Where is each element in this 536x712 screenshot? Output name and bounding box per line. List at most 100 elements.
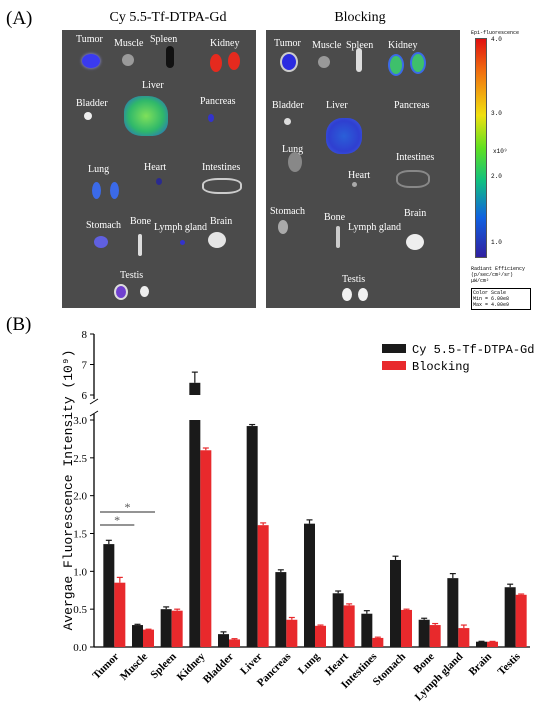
lung-signal-2 (110, 182, 119, 199)
organ-label: Heart (144, 162, 167, 173)
bar-blocking (286, 619, 298, 647)
lung-tissue (288, 152, 302, 172)
brain-tissue (406, 234, 424, 250)
panel-a-label: (A) (6, 8, 33, 29)
bar-cy-5-5-tf-dtpa-gd (218, 634, 229, 647)
bar-blocking (171, 610, 183, 647)
organ-label: Liver (142, 80, 164, 91)
bar-blocking (257, 525, 269, 647)
y-axis-label: Avergae Fluorescence Intensity (10⁹) (61, 350, 76, 631)
chart-legend: Cy 5.5-Tf-DTPA-Gd Blocking (382, 343, 534, 374)
bar-blocking (429, 625, 441, 647)
x-tick-label: Bone (411, 651, 436, 676)
heart-tissue (352, 182, 357, 187)
bar-cy-5-5-tf-dtpa-gd (447, 578, 459, 647)
organ-label: Tumor (274, 38, 301, 49)
organ-label: Muscle (114, 38, 144, 49)
bar-cy-5-5-tf-dtpa-gd (275, 572, 287, 647)
x-tick-label: Brain (467, 651, 495, 679)
colorbar-tick: 3.0 (491, 110, 502, 117)
bar-blocking (458, 628, 470, 647)
bar-cy-5-5-tf-dtpa-gd (160, 609, 172, 647)
muscle-tissue (318, 56, 330, 68)
organ-label: Bone (324, 212, 346, 223)
organ-label: Pancreas (200, 96, 236, 107)
y-tick-label: 2.0 (73, 491, 87, 503)
organ-label: Heart (348, 170, 371, 181)
organ-label: Brain (404, 208, 427, 219)
organ-label: Testis (120, 270, 144, 281)
legend-swatch (382, 361, 406, 370)
x-tick-label: Spleen (148, 651, 179, 682)
y-tick-label: 6 (82, 390, 88, 402)
axis-break-mark (89, 410, 99, 417)
right-fluorescence-image: Tumor Muscle Spleen Kidney Bladder Liver… (266, 30, 460, 308)
kidney-signal-2 (228, 52, 240, 70)
y-tick-label: 0.5 (73, 604, 87, 616)
testis-tissue-1 (342, 288, 352, 301)
y-tick-label: 0.0 (73, 642, 87, 654)
testis-tissue-2 (140, 286, 149, 297)
x-tick-label: Tumor (90, 651, 121, 682)
y-tick-label: 2.5 (73, 453, 87, 465)
tumor-signal (282, 54, 296, 70)
organ-label: Kidney (210, 38, 240, 49)
organ-label: Liver (326, 100, 348, 111)
colorbar-title: Epi-fluorescence (471, 30, 520, 36)
testis-signal-1 (116, 286, 126, 298)
bar-blocking (200, 450, 212, 647)
bar-blocking (343, 605, 355, 647)
lymph-gland-signal (180, 240, 185, 245)
color-scale-line: Max = 4.00e9 (473, 302, 510, 308)
kidney-signal-1 (390, 56, 402, 74)
bar-cy-5-5-tf-dtpa-gd (304, 523, 315, 647)
bar-cy-5-5-tf-dtpa-gd (246, 426, 258, 647)
bar-blocking (515, 594, 527, 647)
organ-label: Lung (88, 164, 110, 175)
bar-blocking (143, 629, 154, 647)
organ-label: Intestines (202, 162, 241, 173)
bar-cy-5-5-tf-dtpa-gd (476, 641, 487, 647)
significance-star: * (114, 513, 120, 527)
bar-blocking (372, 637, 384, 647)
organ-label: Bladder (76, 98, 108, 109)
bar-cy-5-5-tf-dtpa-gd (418, 619, 430, 647)
liver-signal (326, 118, 362, 154)
bar-cy-5-5-tf-dtpa-gd (504, 587, 516, 647)
color-scale-line: Color Scale (473, 290, 507, 296)
bar-blocking (315, 625, 326, 647)
y-tick-label: 7 (82, 360, 88, 372)
intestines-tissue (396, 170, 430, 188)
bar-blocking (487, 641, 498, 647)
x-tick-label: Lung (296, 650, 323, 677)
bar-blocking (114, 582, 126, 647)
spleen-tissue (356, 48, 362, 72)
y-tick-label: 1.5 (73, 529, 87, 541)
heart-signal (156, 178, 162, 185)
y-tick-label: 8 (82, 329, 88, 341)
bladder-tissue (284, 118, 291, 125)
bar-cy-5-5-tf-dtpa-gd (103, 544, 115, 647)
organ-label: Bone (130, 216, 152, 227)
kidney-signal-1 (210, 54, 222, 72)
x-tick-label: Testis (496, 650, 524, 678)
intestines-tissue (202, 178, 242, 194)
panel-b-label: (B) (6, 314, 32, 335)
bar-blocking (229, 639, 240, 647)
organ-label: Pancreas (394, 100, 430, 111)
colorbar-caption-line: Radiant Efficiency (471, 266, 526, 272)
left-image-title: Cy 5.5-Tf-DTPA-Gd (109, 10, 227, 25)
organ-label: Tumor (76, 34, 103, 45)
colorbar-tick: 4.0 (491, 36, 502, 43)
bar-chart: 0.0 0.5 1.0 1.5 2.0 2.5 3.0 6 7 8 * * TumorMuscleSp… (61, 329, 534, 703)
bar-cy-5-5-tf-dtpa-gd (332, 593, 344, 647)
kidney-signal-2 (412, 54, 424, 72)
y-tick-label: 1.0 (73, 566, 87, 578)
left-fluorescence-image: Tumor Muscle Spleen Kidney Bladder Liver… (62, 30, 256, 308)
colorbar-unit: x10⁹ (493, 148, 508, 155)
organ-label: Testis (342, 274, 366, 285)
bone-tissue (138, 234, 142, 256)
organ-label: Spleen (150, 34, 178, 45)
bar-cy-5-5-tf-dtpa-gd (132, 625, 143, 647)
